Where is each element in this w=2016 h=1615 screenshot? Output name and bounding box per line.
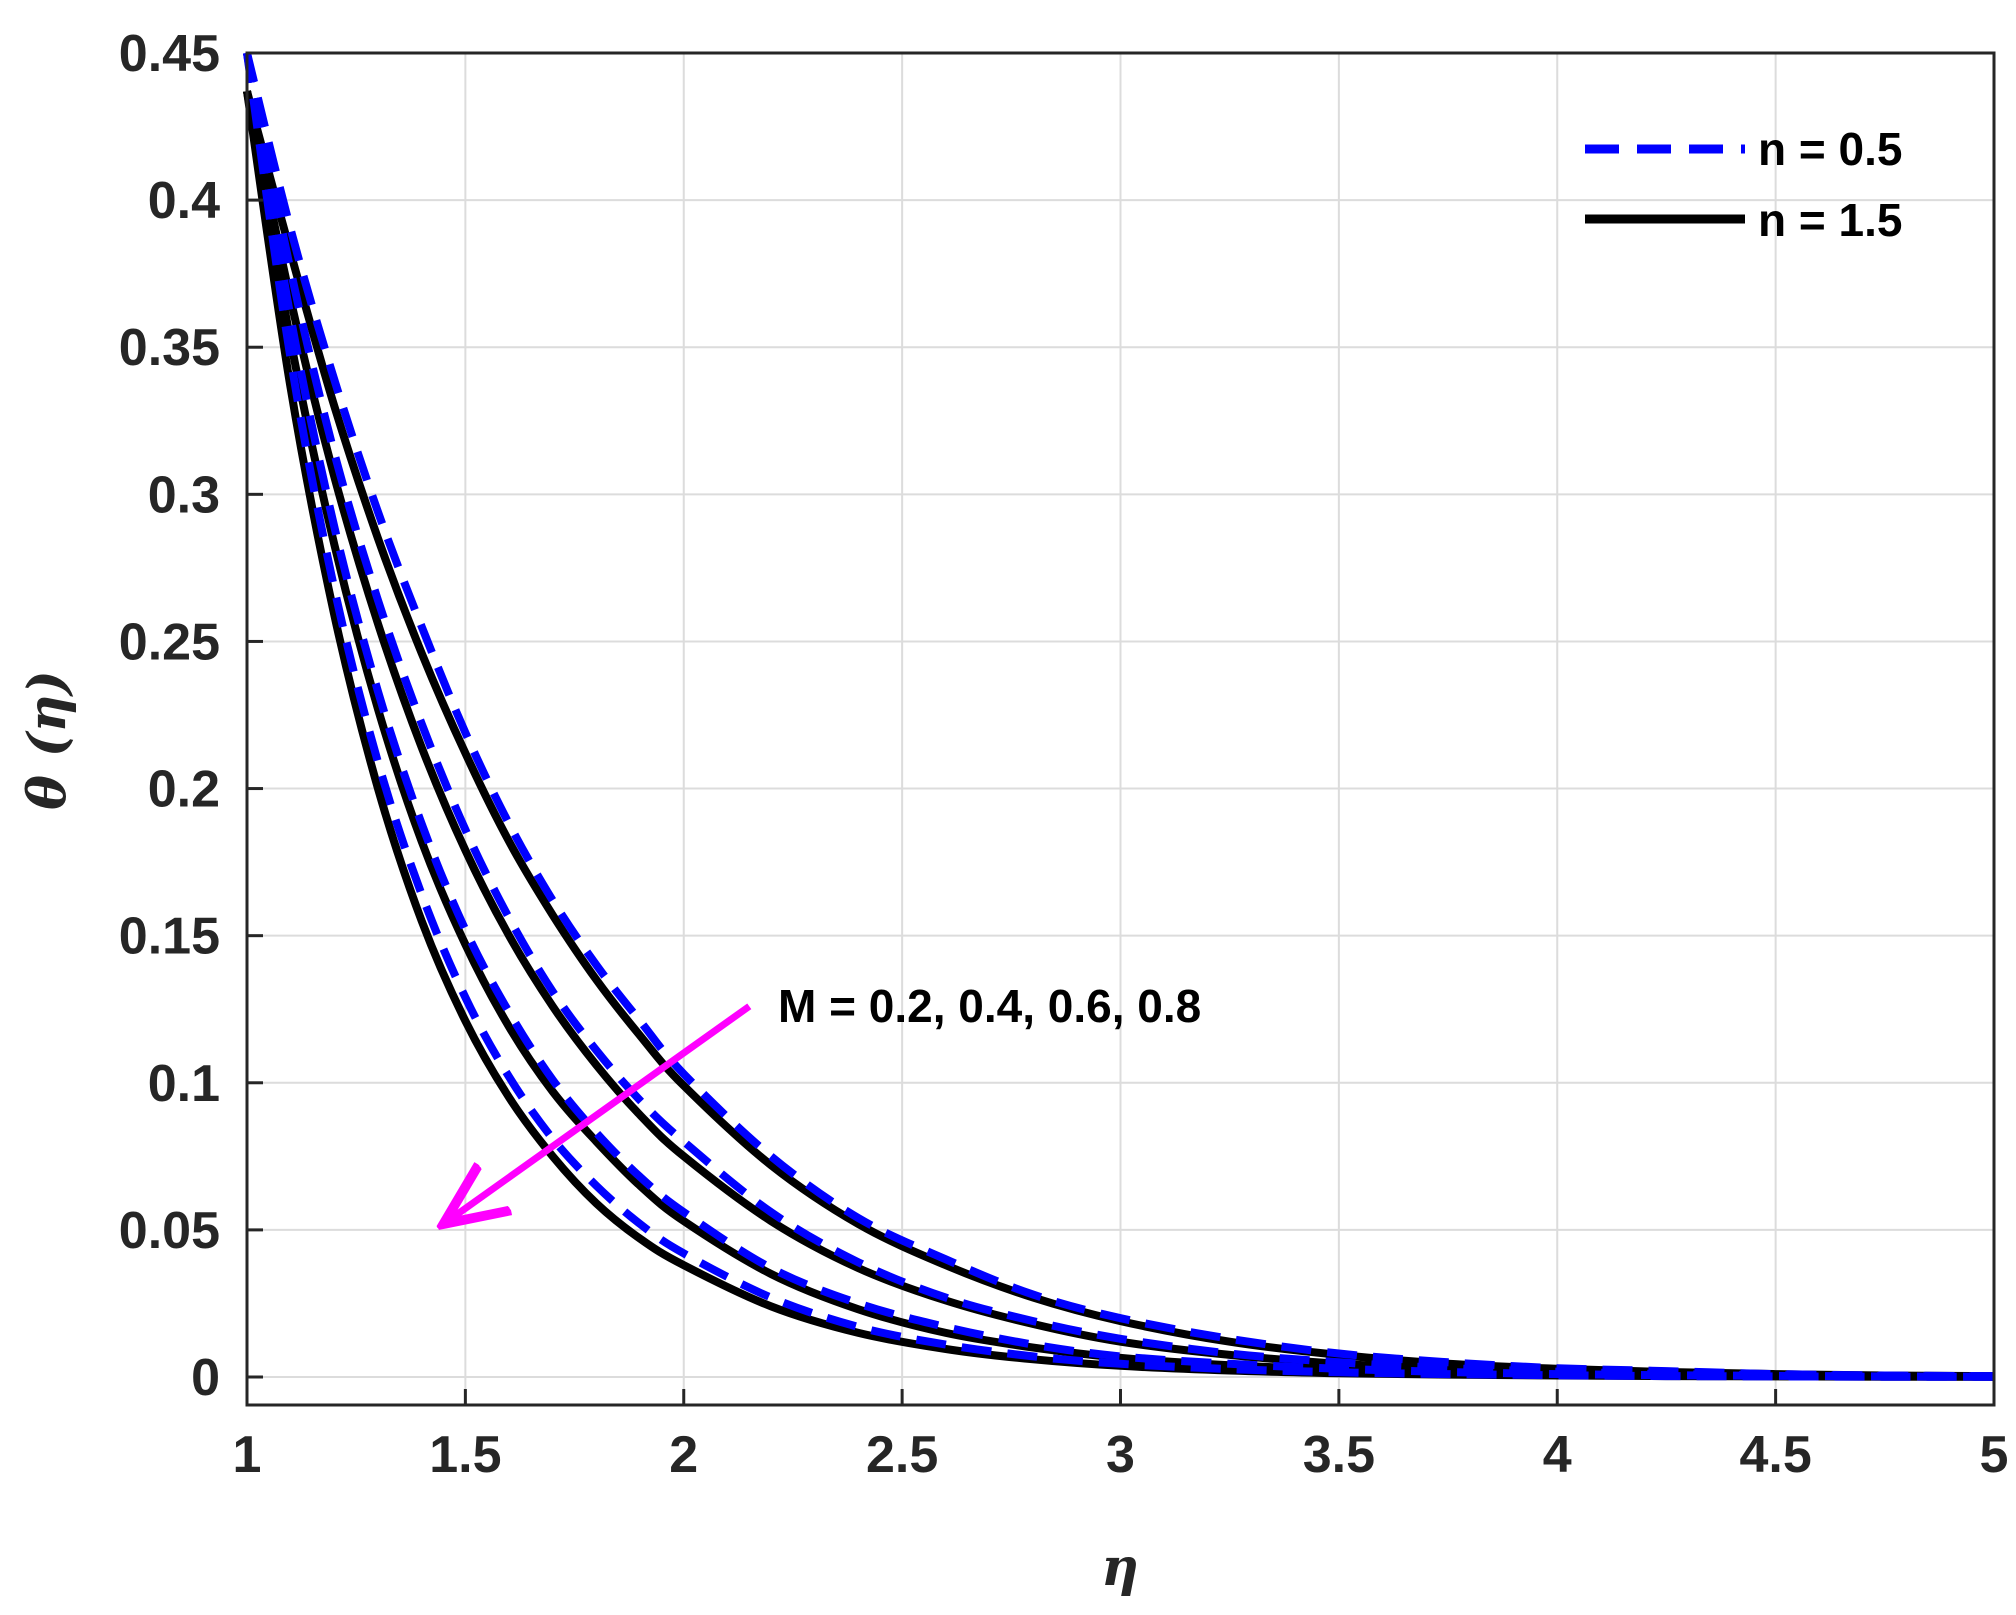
y-axis-label: θ (η) bbox=[17, 670, 78, 810]
y-tick-label: 0.1 bbox=[148, 1055, 220, 1113]
x-tick-label: 3.5 bbox=[1303, 1426, 1375, 1484]
y-tick-label: 0.45 bbox=[119, 25, 220, 83]
y-tick-label: 0.35 bbox=[119, 319, 220, 377]
x-tick-label: 4 bbox=[1543, 1426, 1572, 1484]
annotation-label: M = 0.2, 0.4, 0.6, 0.8 bbox=[778, 980, 1201, 1032]
x-tick-label: 2 bbox=[669, 1426, 698, 1484]
x-tick-label: 1.5 bbox=[429, 1426, 501, 1484]
y-tick-label: 0.3 bbox=[148, 466, 220, 524]
legend: n = 0.5 n = 1.5 bbox=[1585, 123, 1902, 246]
y-tick-label: 0.4 bbox=[148, 172, 220, 230]
y-tick-label: 0.25 bbox=[119, 613, 220, 671]
y-tick-label: 0.2 bbox=[148, 761, 220, 819]
x-tick-label: 4.5 bbox=[1739, 1426, 1811, 1484]
x-tick-label: 2.5 bbox=[866, 1426, 938, 1484]
x-axis-label: η bbox=[1101, 1537, 1139, 1598]
y-tick-label: 0.15 bbox=[119, 908, 220, 966]
annotation-arrow bbox=[444, 1003, 752, 1224]
grid bbox=[247, 53, 1994, 1405]
legend-label-n15: n = 1.5 bbox=[1758, 194, 1902, 246]
legend-label-n05: n = 0.5 bbox=[1758, 123, 1902, 175]
series-layer bbox=[243, 52, 1995, 1381]
x-tick-label: 5 bbox=[1980, 1426, 2009, 1484]
x-tick-label: 3 bbox=[1106, 1426, 1135, 1484]
y-axis: 0 0.05 0.1 0.15 0.2 0.25 0.3 0.35 0.4 0.45 bbox=[119, 25, 263, 1407]
series-line-n05-m08 bbox=[243, 52, 1995, 1381]
annotation: M = 0.2, 0.4, 0.6, 0.8 bbox=[444, 980, 1201, 1224]
x-tick-label: 1 bbox=[233, 1426, 262, 1484]
y-tick-label: 0 bbox=[191, 1349, 220, 1407]
x-axis: 1 1.5 2 2.5 3 3.5 4 4.5 5 bbox=[233, 1389, 2009, 1484]
y-tick-label: 0.05 bbox=[119, 1202, 220, 1260]
